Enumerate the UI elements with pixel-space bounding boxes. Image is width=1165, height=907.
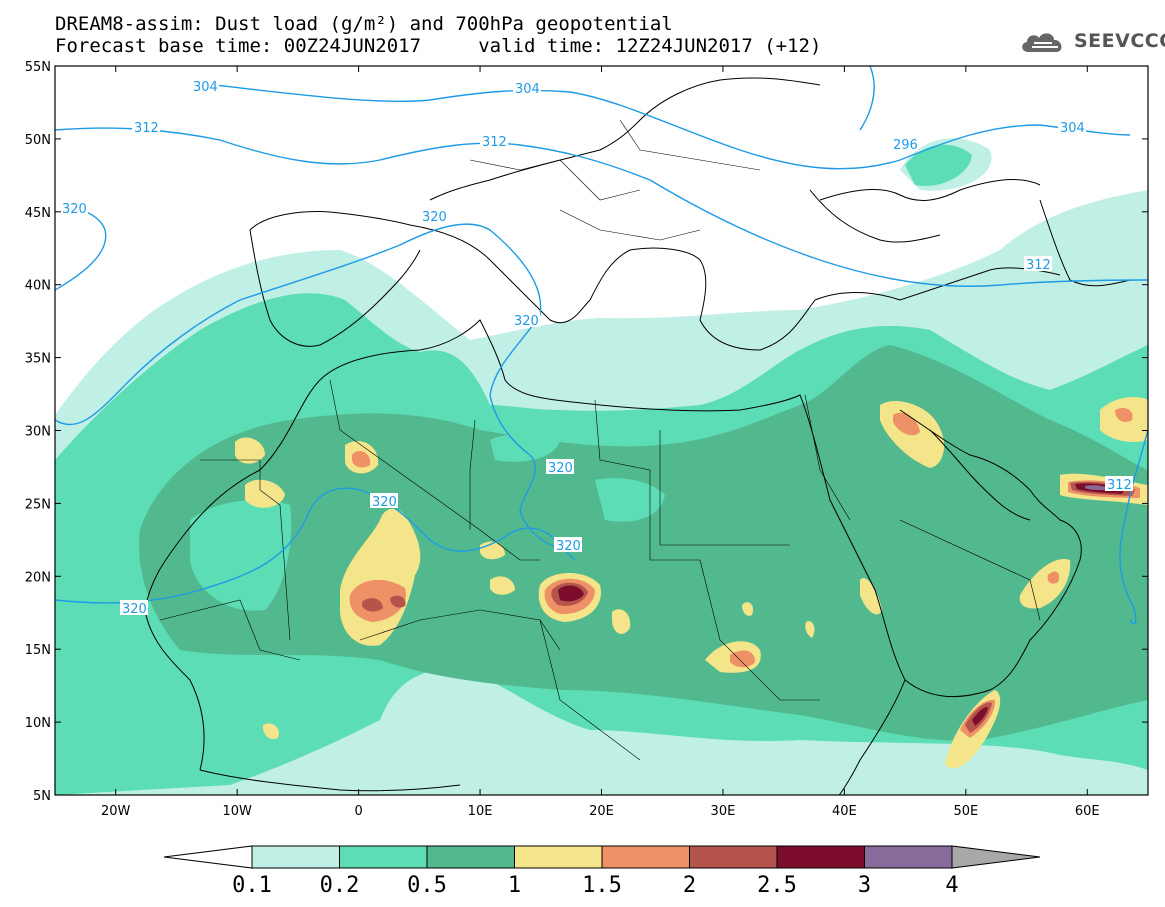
colorbar-label: 2 bbox=[682, 873, 697, 898]
longitude-label: 10E bbox=[468, 804, 493, 819]
map-title: DREAM8-assim: Dust load (g/m²) and 700hP… bbox=[55, 13, 673, 35]
contour-label: 320 bbox=[556, 539, 581, 554]
colorbar-swatch bbox=[601, 845, 690, 869]
colorbar-label: 0.1 bbox=[232, 873, 272, 898]
colorbar-label: 4 bbox=[945, 873, 959, 898]
longitude-label: 30E bbox=[711, 804, 736, 819]
contour-labels: 304 304 312 312 320 320 320 320 320 320 … bbox=[60, 78, 1133, 617]
colorbar-swatch bbox=[251, 845, 340, 869]
longitude-label: 60E bbox=[1075, 804, 1100, 819]
colorbar-label: 0.5 bbox=[407, 873, 447, 898]
contour-label: 304 bbox=[193, 80, 218, 95]
latitude-label: 20N bbox=[25, 570, 51, 585]
contour-label: 312 bbox=[1026, 258, 1051, 273]
latitude-label: 25N bbox=[25, 497, 51, 512]
longitude-label: 10W bbox=[222, 804, 252, 819]
colorbar-swatch bbox=[514, 845, 603, 869]
contour-label: 304 bbox=[1060, 121, 1085, 136]
contour-label: 304 bbox=[515, 82, 540, 97]
contour-label: 312 bbox=[1107, 478, 1132, 493]
contour-label: 312 bbox=[482, 135, 507, 150]
colorbar-swatch bbox=[426, 845, 515, 869]
colorbar-label: 1 bbox=[507, 873, 522, 898]
longitude-label: 50E bbox=[953, 804, 978, 819]
colorbar-swatch bbox=[776, 845, 865, 869]
longitude-label: 0 bbox=[354, 804, 362, 819]
longitude-label: 20W bbox=[101, 804, 131, 819]
cloud-logo-icon bbox=[1022, 33, 1062, 52]
dust-level-3 bbox=[1085, 485, 1110, 491]
latitude-label: 10N bbox=[25, 716, 51, 731]
longitude-label: 20E bbox=[589, 804, 614, 819]
longitude-labels: 20W 10W 0 10E 20E 30E 40E 50E 60E bbox=[101, 804, 1100, 819]
contour-label: 320 bbox=[514, 314, 539, 329]
colorbar-label: 3 bbox=[857, 873, 872, 898]
contour-label: 320 bbox=[122, 602, 147, 617]
contour-label: 320 bbox=[422, 210, 447, 225]
latitude-label: 40N bbox=[25, 279, 51, 294]
latitude-label: 35N bbox=[25, 352, 51, 367]
dust-field bbox=[55, 66, 1148, 795]
colorbar-label: 0.2 bbox=[319, 873, 360, 898]
coastlines bbox=[144, 77, 1131, 795]
country-borders bbox=[159, 119, 1041, 761]
colorbar-swatch bbox=[689, 845, 778, 869]
colorbar-swatch bbox=[864, 845, 953, 869]
latitude-label: 55N bbox=[25, 60, 51, 75]
contour-label: 296 bbox=[893, 138, 918, 153]
logo-text: SEEVCCC bbox=[1074, 30, 1165, 52]
seevccc-logo: SEEVCCC bbox=[1018, 26, 1165, 56]
contour-label: 320 bbox=[548, 461, 573, 476]
forecast-time-subtitle: Forecast base time: 00Z24JUN2017 valid t… bbox=[55, 35, 822, 57]
latitude-label: 5N bbox=[33, 789, 51, 804]
latitude-label: 30N bbox=[25, 425, 51, 440]
longitude-label: 40E bbox=[832, 804, 857, 819]
contour-label: 312 bbox=[134, 121, 159, 136]
latitude-label: 15N bbox=[25, 643, 51, 658]
latitude-label: 50N bbox=[25, 133, 51, 148]
colorbar-upper-arrow bbox=[951, 845, 1041, 869]
latitude-labels: 55N 50N 45N 40N 35N 30N 25N 20N 15N 10N 5N bbox=[25, 60, 51, 804]
latitude-label: 45N bbox=[25, 206, 51, 221]
colorbar bbox=[163, 845, 1041, 869]
contour-label: 320 bbox=[372, 495, 397, 510]
colorbar-label: 1.5 bbox=[582, 873, 622, 898]
contour-label: 320 bbox=[62, 202, 87, 217]
axis-ticks bbox=[55, 65, 1148, 796]
colorbar-swatch bbox=[339, 845, 428, 869]
colorbar-lower-arrow bbox=[163, 845, 253, 869]
colorbar-label: 2.5 bbox=[757, 873, 797, 898]
dust-level-1 bbox=[235, 397, 1148, 769]
